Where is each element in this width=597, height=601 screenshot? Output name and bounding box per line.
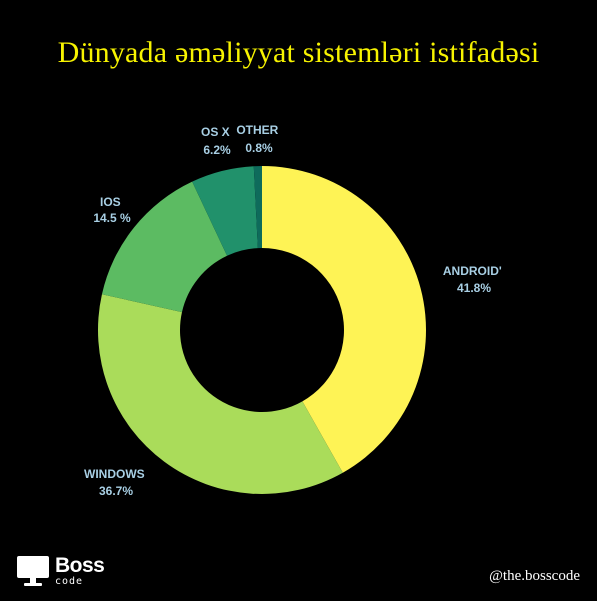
label-other-name: OTHER: [236, 123, 278, 137]
label-ios-value: 14.5 %: [93, 211, 131, 225]
label-android: ANDROID' 41.8%: [443, 264, 505, 295]
chart-title: Dünyada əməliyyat sistemləri istifadəsi: [57, 36, 540, 69]
label-other-value: 0.8%: [245, 141, 273, 155]
social-handle: @the.bosscode: [489, 568, 580, 584]
label-ios-name: IOS: [100, 195, 121, 209]
label-windows-name: WINDOWS: [84, 467, 145, 481]
label-osx-name: OS X: [201, 125, 230, 139]
label-windows-value: 36.7%: [99, 484, 133, 498]
slice-other: [253, 166, 262, 249]
label-osx: OS X 6.2%: [201, 125, 233, 157]
brand-name: Boss: [55, 554, 105, 577]
slice-windows: [97, 294, 343, 494]
label-ios: IOS 14.5 %: [93, 195, 131, 225]
slice-os-x: [192, 166, 258, 256]
donut-slices: [97, 166, 426, 494]
label-windows: WINDOWS 36.7%: [84, 467, 148, 498]
label-android-value: 41.8%: [457, 281, 491, 295]
label-other: OTHER 0.8%: [236, 123, 281, 155]
slice-labels: ANDROID' 41.8% WINDOWS 36.7% IOS 14.5 % …: [84, 123, 505, 498]
slice-android: [262, 166, 426, 473]
label-android-name: ANDROID': [443, 264, 502, 278]
label-osx-value: 6.2%: [203, 143, 231, 157]
brand-subtitle: code: [55, 576, 84, 587]
monitor-icon: [16, 555, 50, 587]
slice-ios: [101, 181, 228, 313]
brand-logo: Boss code: [16, 554, 105, 591]
